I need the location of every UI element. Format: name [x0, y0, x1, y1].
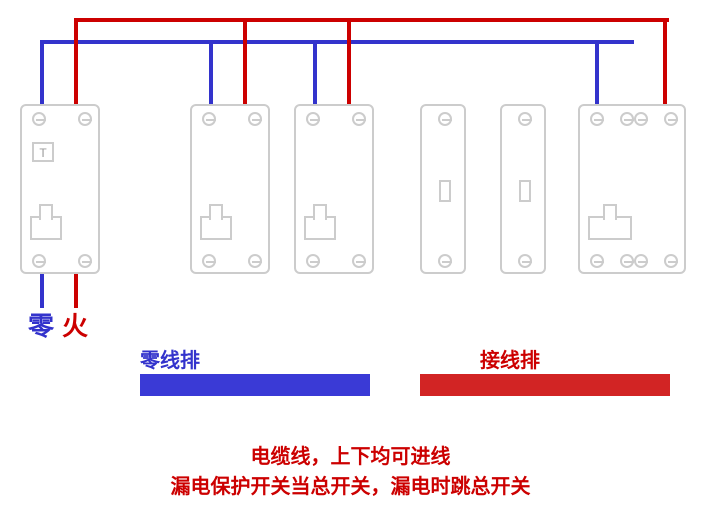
terminal-screw [78, 254, 92, 268]
mcb-breaker [420, 104, 466, 274]
terminal-screw [664, 254, 678, 268]
terminal-screw [32, 254, 46, 268]
rcd-breaker [294, 104, 374, 274]
terminal-screw [518, 254, 532, 268]
terminal-screw [620, 254, 634, 268]
terminal-screw [438, 112, 452, 126]
terminal-screw [438, 254, 452, 268]
rcd-breaker [190, 104, 270, 274]
live-drop [74, 18, 78, 108]
live-busbar [420, 374, 670, 396]
neutral-busbar [140, 374, 370, 396]
terminal-screw [352, 254, 366, 268]
neutral-drop [40, 40, 44, 108]
main-out-live [74, 274, 78, 308]
terminal-screw [664, 112, 678, 126]
breaker-toggle[interactable] [304, 216, 336, 240]
terminal-screw [202, 112, 216, 126]
breaker-toggle[interactable] [439, 180, 451, 202]
live-drop [347, 18, 351, 108]
terminal-screw [78, 112, 92, 126]
terminal-screw [248, 112, 262, 126]
breaker-toggle[interactable] [30, 216, 62, 240]
neutral-drop [595, 40, 599, 108]
terminal-screw [590, 254, 604, 268]
main-out-neutral [40, 274, 44, 308]
terminal-screw [202, 254, 216, 268]
terminal-screw [634, 254, 648, 268]
test-button[interactable]: T [32, 142, 54, 162]
terminal-screw [248, 254, 262, 268]
neutral-drop [209, 40, 213, 108]
neutral-bus-wire [40, 40, 634, 44]
rcd-breaker: T [20, 104, 100, 274]
terminal-screw [620, 112, 634, 126]
caption-line-1: 电缆线，上下均可进线 [0, 440, 701, 469]
live-drop [663, 18, 667, 108]
neutral-drop [313, 40, 317, 108]
terminal-screw [306, 254, 320, 268]
terminal-screw [352, 112, 366, 126]
terminal-screw [518, 112, 532, 126]
ground-bar-label: 接线排 [480, 344, 540, 373]
neutral-char-label: 零 [28, 306, 54, 343]
live-drop [243, 18, 247, 108]
rcd-breaker [578, 104, 686, 274]
neutral-bar-label: 零线排 [140, 344, 200, 373]
breaker-toggle[interactable] [200, 216, 232, 240]
breaker-toggle[interactable] [519, 180, 531, 202]
breaker-toggle[interactable] [588, 216, 632, 240]
terminal-screw [306, 112, 320, 126]
terminal-screw [634, 112, 648, 126]
terminal-screw [590, 112, 604, 126]
live-char-label: 火 [62, 306, 88, 343]
caption-line-2: 漏电保护开关当总开关，漏电时跳总开关 [0, 470, 701, 499]
terminal-screw [32, 112, 46, 126]
live-bus-wire [74, 18, 669, 22]
mcb-breaker [500, 104, 546, 274]
